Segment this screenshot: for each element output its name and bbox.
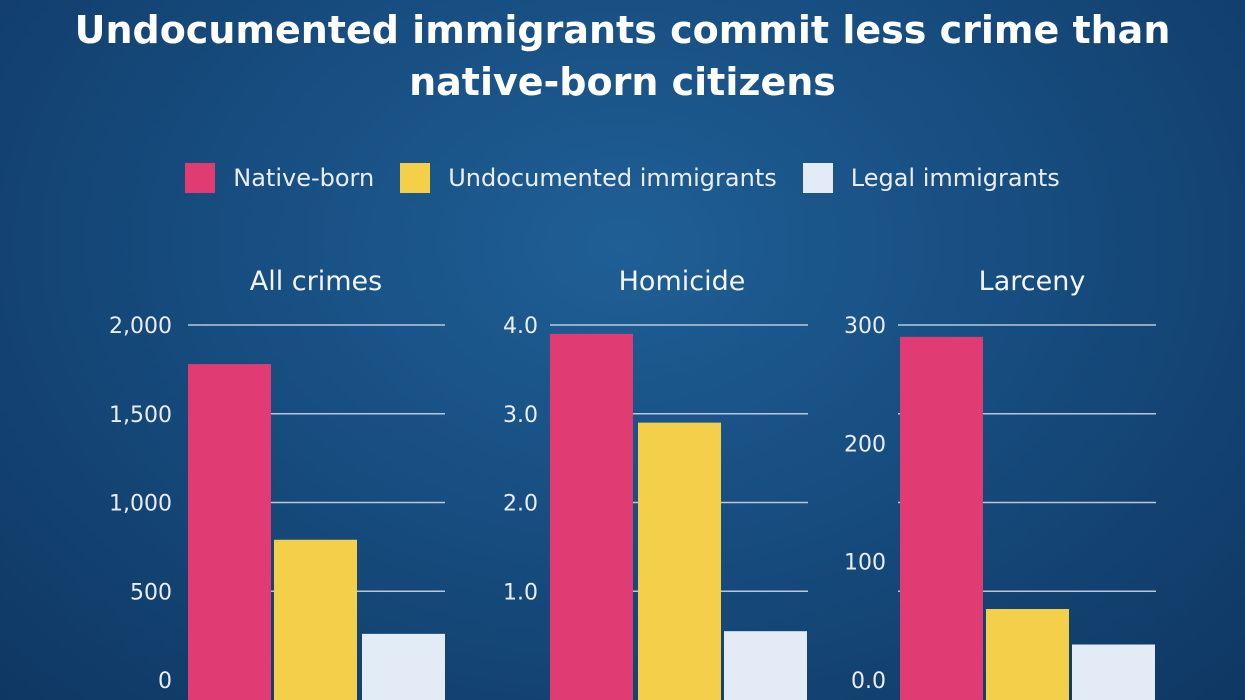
legend: Native-born Undocumented immigrants Lega…	[0, 158, 1245, 198]
y-tick-label-3-2: 200	[844, 432, 886, 457]
legend-swatch-native-born	[185, 163, 216, 193]
y-tick-label-1-0: 0	[158, 669, 172, 694]
bar-larceny-legal-immigrants	[1072, 644, 1155, 700]
y-tick-label-2-1: 1.0	[503, 580, 538, 605]
y-tick-label-2-2: 2.0	[503, 492, 538, 517]
bar-all-crimes-legal-immigrants	[362, 633, 445, 700]
legend-item-legal: Legal immigrants	[802, 163, 1060, 193]
bar-larceny-undocumented-immigrants	[986, 609, 1069, 700]
panel-title-2: Homicide	[619, 266, 746, 297]
legend-item-undocumented: Undocumented immigrants	[400, 163, 777, 193]
legend-label-legal: Legal immigrants	[850, 164, 1060, 192]
bar-homicide-legal-immigrants	[724, 631, 807, 700]
y-tick-label-1-3: 1,500	[109, 403, 172, 428]
y-tick-label-2-3: 3.0	[503, 403, 538, 428]
chart-title: Undocumented immigrants commit less crim…	[74, 8, 1171, 104]
bar-all-crimes-native-born	[188, 364, 271, 700]
legend-label-undocumented: Undocumented immigrants	[448, 164, 777, 192]
bar-homicide-undocumented-immigrants	[638, 422, 721, 700]
bar-all-crimes-undocumented-immigrants	[274, 539, 357, 700]
y-tick-label-3-1: 100	[844, 551, 886, 576]
y-tick-label-1-4: 2,000	[109, 314, 172, 339]
y-tick-label-1-1: 500	[130, 580, 172, 605]
bar-homicide-native-born	[550, 333, 633, 700]
y-tick-label-2-4: 4.0	[503, 314, 538, 339]
legend-item-native-born: Native-born	[185, 163, 374, 193]
legend-swatch-legal	[802, 163, 833, 193]
legend-swatch-undocumented	[400, 163, 431, 193]
y-tick-label-3-0: 0.0	[851, 669, 886, 694]
panel-title-3: Larceny	[979, 266, 1086, 297]
y-tick-label-1-2: 1,000	[109, 492, 172, 517]
panel-title-1: All crimes	[250, 266, 382, 297]
legend-label-native-born: Native-born	[233, 164, 375, 192]
y-tick-label-3-3: 300	[844, 314, 886, 339]
bar-larceny-native-born	[900, 336, 983, 700]
